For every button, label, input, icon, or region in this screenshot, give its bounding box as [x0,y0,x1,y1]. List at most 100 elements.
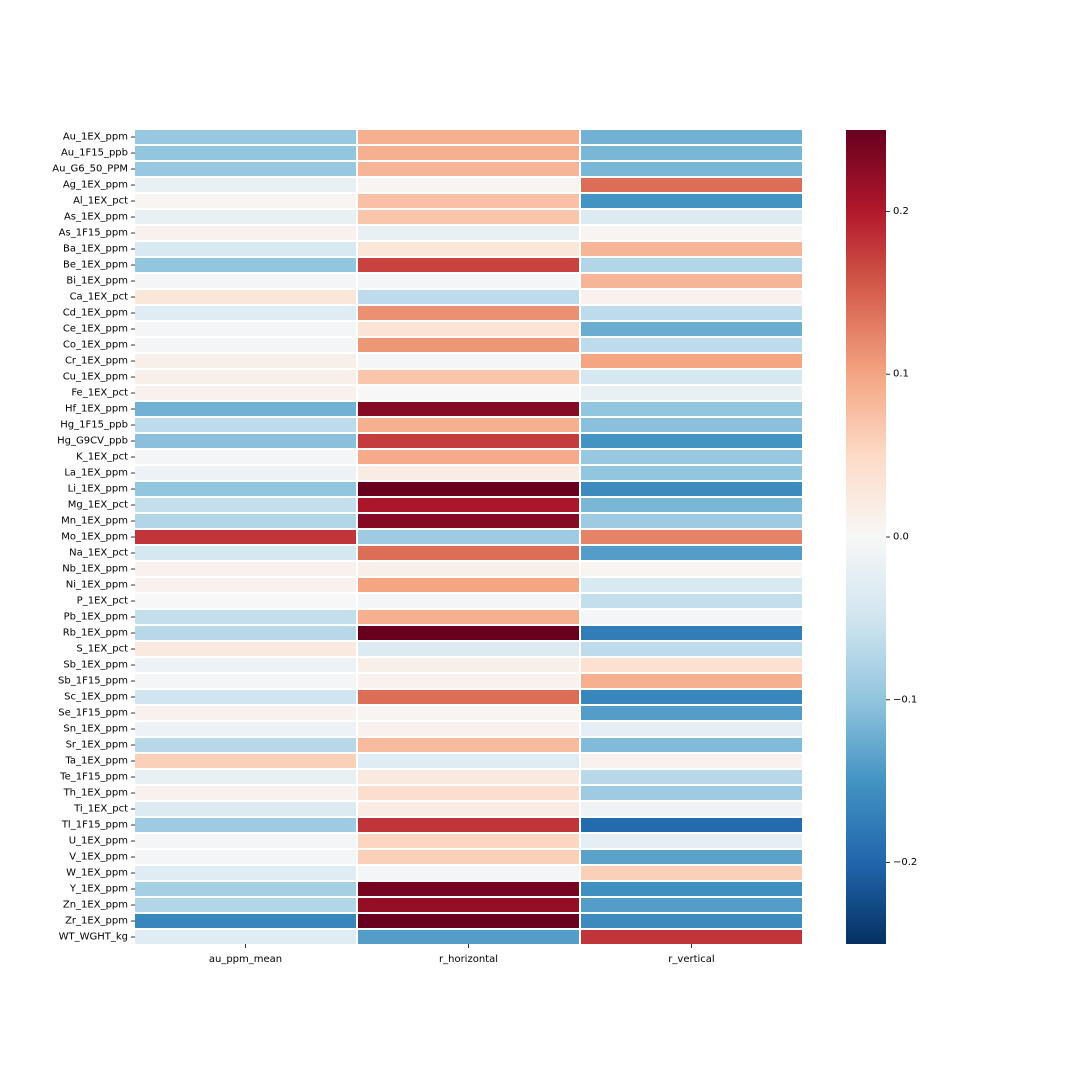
heatmap-cell-Cu_1EX_ppm-r_horizontal [358,370,579,384]
heatmap-cell-Te_1F15_ppm-au_ppm_mean [135,770,356,784]
heatmap-cell-As_1EX_ppm-au_ppm_mean [135,210,356,224]
heatmap-cell-Hg_1F15_ppb-r_horizontal [358,418,579,432]
heatmap-cell-Ba_1EX_ppm-r_horizontal [358,242,579,256]
heatmap-cell-V_1EX_ppm-r_horizontal [358,850,579,864]
heatmap-cell-P_1EX_pct-r_vertical [581,594,802,608]
row-labels: Au_1EX_ppm Au_1F15_ppb Au_G6_50_PPM Ag_1EX_… [52,132,135,943]
heatmap-cell-WT_WGHT_kg-au_ppm_mean [135,930,356,944]
heatmap-cell-Hf_1EX_ppm-r_horizontal [358,402,579,416]
heatmap-cell-Al_1EX_pct-r_vertical [581,194,802,208]
heatmap-cell-Cd_1EX_ppm-r_vertical [581,306,802,320]
heatmap-cell-Sn_1EX_ppm-r_horizontal [358,722,579,736]
heatmap-cell-Hf_1EX_ppm-r_vertical [581,402,802,416]
heatmap-cell-WT_WGHT_kg-r_horizontal [358,930,579,944]
heatmap-cell-Au_1F15_ppb-r_vertical [581,146,802,160]
heatmap-cell-Sc_1EX_ppm-r_vertical [581,690,802,704]
heatmap-cell-Ba_1EX_ppm-au_ppm_mean [135,242,356,256]
row-label: Fe_1EX_pct [71,388,128,399]
heatmap-cell-Zn_1EX_ppm-au_ppm_mean [135,898,356,912]
heatmap-cell-Tl_1F15_ppm-r_vertical [581,818,802,832]
heatmap-cell-Au_1EX_ppm-r_vertical [581,130,802,144]
row-label: Li_1EX_ppm [68,484,128,495]
heatmap-cell-Au_1EX_ppm-au_ppm_mean [135,130,356,144]
heatmap-cell-Cr_1EX_ppm-r_vertical [581,354,802,368]
heatmap-cell-V_1EX_ppm-r_vertical [581,850,802,864]
row-label: Ni_1EX_ppm [66,580,128,591]
row-label: Au_G6_50_PPM [52,164,128,175]
heatmap-cell-Rb_1EX_ppm-au_ppm_mean [135,626,356,640]
heatmap-cell-Sr_1EX_ppm-au_ppm_mean [135,738,356,752]
heatmap-cell-As_1EX_ppm-r_vertical [581,210,802,224]
heatmap-cell-Rb_1EX_ppm-r_horizontal [358,626,579,640]
heatmap-cell-Mo_1EX_ppm-au_ppm_mean [135,530,356,544]
heatmap-cell-Zr_1EX_ppm-r_horizontal [358,914,579,928]
heatmap-cell-Cd_1EX_ppm-r_horizontal [358,306,579,320]
heatmap-cell-Zr_1EX_ppm-r_vertical [581,914,802,928]
heatmap-cell-Ti_1EX_pct-r_horizontal [358,802,579,816]
heatmap-cell-Ta_1EX_ppm-au_ppm_mean [135,754,356,768]
row-label: Ca_1EX_pct [70,292,128,303]
heatmap-cell-Nb_1EX_ppm-au_ppm_mean [135,562,356,576]
row-label: Mn_1EX_ppm [61,516,128,527]
row-label: Hg_1F15_ppb [60,420,128,431]
heatmap-cell-P_1EX_pct-au_ppm_mean [135,594,356,608]
heatmap-cell-Ca_1EX_pct-r_horizontal [358,290,579,304]
row-label: Te_1F15_ppm [59,772,128,783]
heatmap-cell-Ni_1EX_ppm-r_horizontal [358,578,579,592]
heatmap-cell-Pb_1EX_ppm-r_vertical [581,610,802,624]
heatmap-cell-Mg_1EX_pct-au_ppm_mean [135,498,356,512]
heatmap-cell-Au_1EX_ppm-r_horizontal [358,130,579,144]
row-label: Hg_G9CV_ppb [57,436,128,447]
row-label: Pb_1EX_ppm [64,612,128,623]
heatmap-cell-Au_G6_50_PPM-r_vertical [581,162,802,176]
row-label: As_1F15_ppm [59,228,128,239]
heatmap-cell-Sb_1EX_ppm-r_vertical [581,658,802,672]
heatmap-cell-Ni_1EX_ppm-r_vertical [581,578,802,592]
heatmap-cell-Na_1EX_pct-r_horizontal [358,546,579,560]
heatmap-cell-Pb_1EX_ppm-r_horizontal [358,610,579,624]
heatmap-cell-U_1EX_ppm-r_horizontal [358,834,579,848]
heatmap-cell-Bi_1EX_ppm-r_horizontal [358,274,579,288]
heatmap-cell-Hg_G9CV_ppb-r_horizontal [358,434,579,448]
heatmap-cell-Sb_1F15_ppm-r_horizontal [358,674,579,688]
heatmap-cell-Cu_1EX_ppm-r_vertical [581,370,802,384]
heatmap-cell-As_1F15_ppm-au_ppm_mean [135,226,356,240]
heatmap-cell-Ca_1EX_pct-au_ppm_mean [135,290,356,304]
heatmap-cell-Ca_1EX_pct-r_vertical [581,290,802,304]
heatmap-cell-Sb_1EX_ppm-au_ppm_mean [135,658,356,672]
row-label: Cr_1EX_ppm [65,356,128,367]
heatmap-cell-Be_1EX_ppm-au_ppm_mean [135,258,356,272]
heatmap-cell-Hf_1EX_ppm-au_ppm_mean [135,402,356,416]
heatmap-cell-P_1EX_pct-r_horizontal [358,594,579,608]
heatmap-cell-Y_1EX_ppm-au_ppm_mean [135,882,356,896]
heatmap-cell-W_1EX_ppm-r_vertical [581,866,802,880]
row-label: Ti_1EX_pct [73,804,128,815]
heatmap-cell-K_1EX_pct-r_vertical [581,450,802,464]
heatmap-cell-Zr_1EX_ppm-au_ppm_mean [135,914,356,928]
heatmap-cell-Ti_1EX_pct-au_ppm_mean [135,802,356,816]
heatmap-cell-S_1EX_pct-r_vertical [581,642,802,656]
row-label: Au_1F15_ppb [61,148,128,159]
heatmap-cell-Sb_1EX_ppm-r_horizontal [358,658,579,672]
heatmap-cell-Ag_1EX_ppm-au_ppm_mean [135,178,356,192]
heatmap-cell-Hg_G9CV_ppb-r_vertical [581,434,802,448]
row-label: Rb_1EX_ppm [63,628,128,639]
heatmap-cell-K_1EX_pct-au_ppm_mean [135,450,356,464]
heatmap-cell-As_1EX_ppm-r_horizontal [358,210,579,224]
column-label-au_ppm_mean: au_ppm_mean [209,954,282,965]
heatmap-cell-Th_1EX_ppm-r_horizontal [358,786,579,800]
heatmap-cells [135,130,802,944]
row-label: Sb_1F15_ppm [58,676,128,687]
column-label-r_horizontal: r_horizontal [439,954,498,965]
heatmap-cell-Ni_1EX_ppm-au_ppm_mean [135,578,356,592]
heatmap-cell-Bi_1EX_ppm-au_ppm_mean [135,274,356,288]
heatmap-cell-Au_G6_50_PPM-r_horizontal [358,162,579,176]
heatmap-cell-Rb_1EX_ppm-r_vertical [581,626,802,640]
heatmap-cell-Mo_1EX_ppm-r_vertical [581,530,802,544]
heatmap-cell-Sn_1EX_ppm-r_vertical [581,722,802,736]
heatmap-cell-U_1EX_ppm-r_vertical [581,834,802,848]
heatmap-cell-Be_1EX_ppm-r_horizontal [358,258,579,272]
heatmap-cell-Th_1EX_ppm-au_ppm_mean [135,786,356,800]
row-label: Hf_1EX_ppm [65,404,128,415]
